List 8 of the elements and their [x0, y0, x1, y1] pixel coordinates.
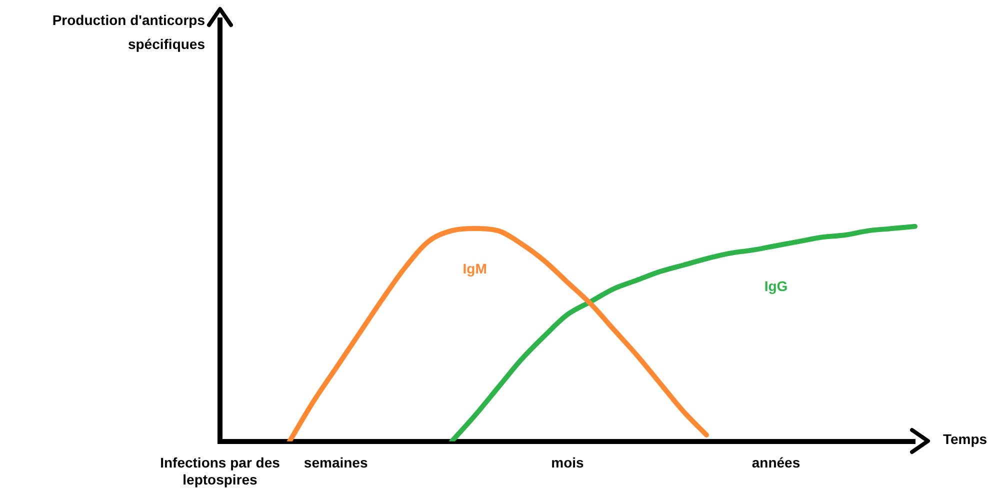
- x-tick-label: années: [752, 454, 800, 471]
- text: Production d'anticorps spécifiques: [51, 11, 205, 54]
- x-tick-label: Infections par des leptospires: [160, 454, 280, 488]
- text: IgG: [764, 278, 788, 294]
- x-tick-label: mois: [551, 454, 584, 471]
- x-axis-title: Temps: [943, 431, 988, 448]
- x-tick-label: semaines: [304, 454, 368, 471]
- text: IgM: [462, 260, 487, 277]
